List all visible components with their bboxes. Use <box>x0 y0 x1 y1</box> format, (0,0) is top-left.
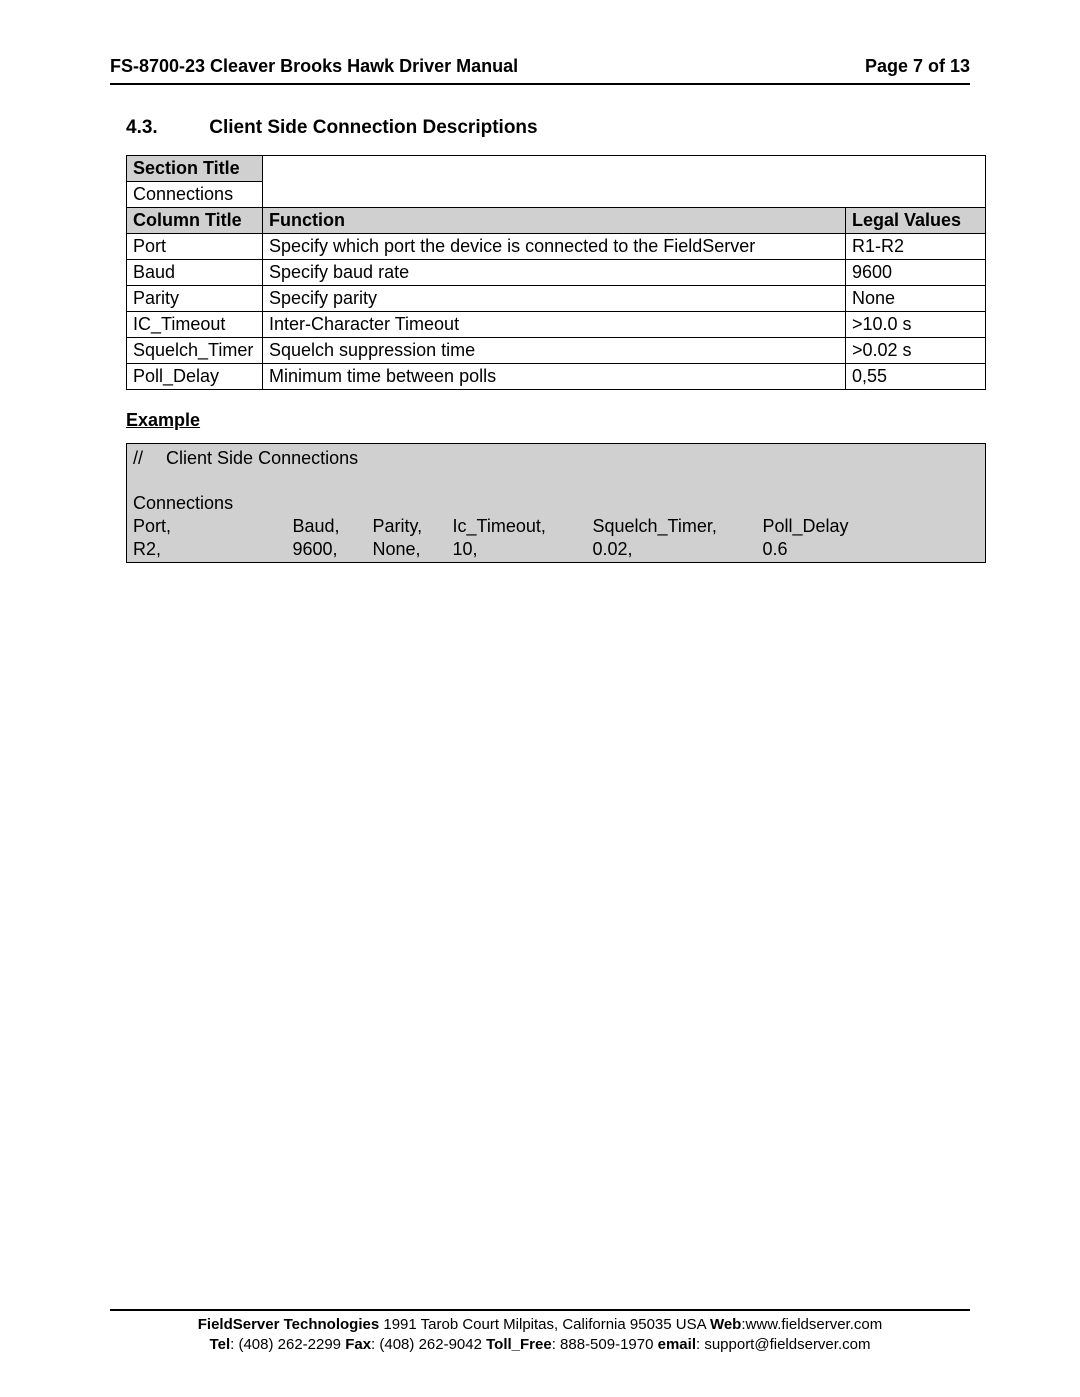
doc-title: FS-8700-23 Cleaver Brooks Hawk Driver Ma… <box>110 56 518 77</box>
row-function: Specify baud rate <box>263 260 846 286</box>
table-row: IC_Timeout Inter-Character Timeout >10.0… <box>127 312 986 338</box>
footer-fax-value: : (408) 262-9042 <box>371 1336 486 1353</box>
footer-fax-label: Fax <box>345 1336 371 1353</box>
row-legal: >0.02 s <box>846 338 986 364</box>
example-value: 9600, <box>287 539 367 563</box>
page-header: FS-8700-23 Cleaver Brooks Hawk Driver Ma… <box>110 56 970 85</box>
row-function: Minimum time between polls <box>263 364 846 390</box>
section-number: 4.3. <box>126 117 204 139</box>
footer-web-value: :www.fieldserver.com <box>741 1316 882 1333</box>
row-title: Poll_Delay <box>127 364 263 390</box>
row-title: Baud <box>127 260 263 286</box>
column-header-row: Column Title Function Legal Values <box>127 208 986 234</box>
footer-tollfree-value: : 888-509-1970 <box>552 1336 658 1353</box>
page-number: Page 7 of 13 <box>865 56 970 77</box>
example-value: None, <box>367 539 447 563</box>
example-value-row: R2, 9600, None, 10, 0.02, 0.6 <box>127 539 986 563</box>
footer-tollfree-label: Toll_Free <box>486 1336 552 1353</box>
table-row: Poll_Delay Minimum time between polls 0,… <box>127 364 986 390</box>
row-legal: None <box>846 286 986 312</box>
section-title: Client Side Connection Descriptions <box>209 117 537 138</box>
example-table: // Client Side Connections Connections P… <box>126 443 986 563</box>
section-heading: 4.3. Client Side Connection Descriptions <box>126 117 970 139</box>
footer-line-2: Tel: (408) 262-2299 Fax: (408) 262-9042 … <box>110 1335 970 1355</box>
footer-address: 1991 Tarob Court Milpitas, California 95… <box>379 1316 710 1333</box>
row-title: IC_Timeout <box>127 312 263 338</box>
row-function: Squelch suppression time <box>263 338 846 364</box>
example-value: 0.6 <box>757 539 986 563</box>
section-title-value-cell: Connections <box>127 182 263 208</box>
example-header: Parity, <box>367 516 447 539</box>
example-comment-cell: // Client Side Connections <box>127 444 986 472</box>
table-row: Port Specify which port the device is co… <box>127 234 986 260</box>
table-row: Squelch_Timer Squelch suppression time >… <box>127 338 986 364</box>
example-value: 10, <box>447 539 587 563</box>
example-header: Squelch_Timer, <box>587 516 757 539</box>
row-legal: 9600 <box>846 260 986 286</box>
example-header: Ic_Timeout, <box>447 516 587 539</box>
footer-line-1: FieldServer Technologies 1991 Tarob Cour… <box>110 1315 970 1335</box>
description-table: Section Title Connections Column Title F… <box>126 155 986 390</box>
legal-values-header: Legal Values <box>846 208 986 234</box>
footer-email-value: : support@fieldserver.com <box>696 1336 870 1353</box>
section-title-value-row: Connections <box>127 182 986 208</box>
page-container: FS-8700-23 Cleaver Brooks Hawk Driver Ma… <box>0 0 1080 1397</box>
footer-email-label: email <box>658 1336 696 1353</box>
table-row: Parity Specify parity None <box>127 286 986 312</box>
column-title-header: Column Title <box>127 208 263 234</box>
table-row: Baud Specify baud rate 9600 <box>127 260 986 286</box>
row-title: Parity <box>127 286 263 312</box>
empty-cell <box>263 182 986 208</box>
example-value: R2, <box>127 539 287 563</box>
example-header: Poll_Delay <box>757 516 986 539</box>
page-footer: FieldServer Technologies 1991 Tarob Cour… <box>110 1309 970 1356</box>
comment-prefix: // <box>133 448 161 469</box>
example-header: Baud, <box>287 516 367 539</box>
function-header: Function <box>263 208 846 234</box>
row-function: Specify parity <box>263 286 846 312</box>
footer-web-label: Web <box>710 1316 741 1333</box>
example-comment-row: // Client Side Connections <box>127 444 986 472</box>
row-function: Inter-Character Timeout <box>263 312 846 338</box>
example-section-cell: Connections <box>127 493 986 516</box>
row-legal: >10.0 s <box>846 312 986 338</box>
example-section-row: Connections <box>127 493 986 516</box>
row-function: Specify which port the device is connect… <box>263 234 846 260</box>
example-label: Example <box>126 410 970 431</box>
example-blank-row <box>127 471 986 493</box>
row-legal: 0,55 <box>846 364 986 390</box>
example-header-row: Port, Baud, Parity, Ic_Timeout, Squelch_… <box>127 516 986 539</box>
blank-cell <box>127 471 986 493</box>
row-legal: R1-R2 <box>846 234 986 260</box>
row-title: Port <box>127 234 263 260</box>
footer-tel-label: Tel <box>210 1336 231 1353</box>
section-title-row: Section Title <box>127 156 986 182</box>
comment-text: Client Side Connections <box>166 448 358 468</box>
example-value: 0.02, <box>587 539 757 563</box>
footer-company: FieldServer Technologies <box>198 1316 379 1333</box>
section-title-label-cell: Section Title <box>127 156 263 182</box>
footer-tel-value: : (408) 262-2299 <box>230 1336 345 1353</box>
example-header: Port, <box>127 516 287 539</box>
row-title: Squelch_Timer <box>127 338 263 364</box>
empty-cell <box>263 156 986 182</box>
